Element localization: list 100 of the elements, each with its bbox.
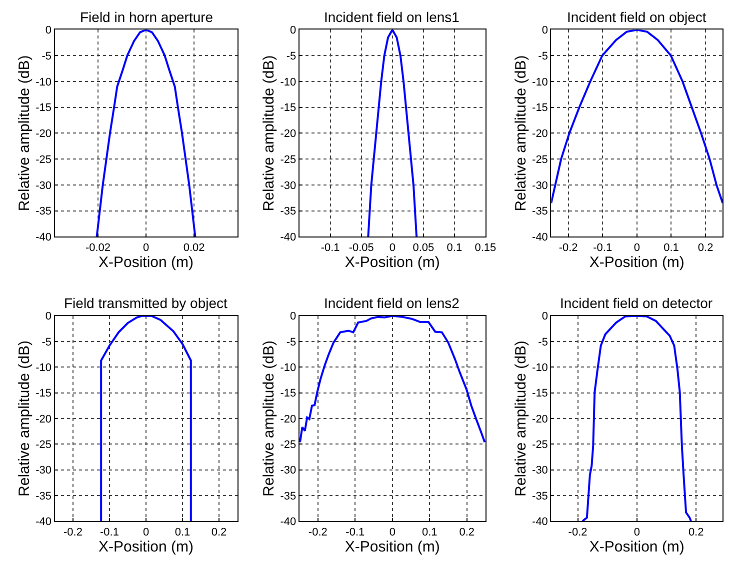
y-tick-label: -15 xyxy=(280,102,296,114)
y-tick-label: -40 xyxy=(36,516,52,528)
y-tick-label: -10 xyxy=(36,76,52,88)
y-tick-label: -25 xyxy=(36,154,52,166)
x-axis-title: X-Position (m) xyxy=(98,254,194,271)
y-tick-label: 0 xyxy=(290,24,296,37)
x-axis-title: X-Position (m) xyxy=(344,254,440,271)
x-tick-label: 0.1 xyxy=(446,242,462,254)
line-series xyxy=(367,30,418,237)
y-axis-title: Relative amplitude (dB) xyxy=(260,55,278,212)
y-tick-label: -35 xyxy=(532,490,548,502)
x-tick-label: -0.1 xyxy=(320,242,340,254)
y-tick-label: -10 xyxy=(532,76,548,88)
x-tick-label: -0.1 xyxy=(593,242,612,254)
y-tick-label: -20 xyxy=(36,128,52,140)
x-tick-label: 0.1 xyxy=(174,526,190,538)
chart-title: Incident field on lens2 xyxy=(324,295,460,311)
chart-title: Incident field on lens1 xyxy=(324,9,460,25)
y-tick-label: -40 xyxy=(280,232,296,244)
x-tick-label: 0 xyxy=(634,242,640,254)
x-tick-label: 0 xyxy=(634,526,640,538)
y-axis-title: Relative amplitude (dB) xyxy=(512,340,530,496)
y-tick-label: 0 xyxy=(45,310,52,323)
line-series xyxy=(96,30,196,237)
y-tick-label: -35 xyxy=(36,490,52,502)
y-tick-label: 0 xyxy=(542,310,548,323)
x-tick-label: 0 xyxy=(142,242,150,254)
y-axis-title: Relative amplitude (dB) xyxy=(16,340,33,496)
x-tick-label: 0.1 xyxy=(422,526,438,538)
y-tick-label: -10 xyxy=(36,362,52,374)
line-series xyxy=(551,30,723,204)
y-tick-label: -40 xyxy=(532,516,548,528)
y-tick-label: -30 xyxy=(36,464,52,477)
x-tick-label: 0.05 xyxy=(412,242,434,254)
y-tick-label: -35 xyxy=(280,490,296,502)
y-tick-label: -5 xyxy=(42,50,52,62)
x-tick-label: 0.15 xyxy=(474,242,496,254)
y-tick-label: -20 xyxy=(36,413,52,426)
y-tick-label: -10 xyxy=(280,362,296,374)
line-series xyxy=(582,316,692,522)
y-tick-label: -10 xyxy=(532,362,548,374)
x-tick-label: 0.02 xyxy=(183,242,205,254)
y-tick-label: -30 xyxy=(280,464,296,477)
y-tick-label: -25 xyxy=(280,439,296,452)
y-tick-label: -25 xyxy=(36,439,52,452)
y-tick-label: -15 xyxy=(532,102,548,114)
chart-title: Field transmitted by object xyxy=(64,295,228,311)
x-tick-label: -0.1 xyxy=(100,526,119,538)
y-tick-label: -15 xyxy=(36,388,52,400)
y-tick-label: -20 xyxy=(280,128,296,140)
y-tick-label: -35 xyxy=(532,206,548,218)
y-tick-label: -15 xyxy=(532,388,548,400)
y-tick-label: -20 xyxy=(532,413,548,426)
x-tick-label: 0 xyxy=(142,526,150,538)
y-tick-label: -40 xyxy=(280,516,296,528)
x-tick-label: 0.2 xyxy=(698,242,714,254)
y-tick-label: -30 xyxy=(532,464,548,477)
y-axis-title: Relative amplitude (dB) xyxy=(16,55,33,212)
y-tick-label: -40 xyxy=(36,232,52,244)
x-tick-label: -0.1 xyxy=(346,526,365,538)
y-tick-label: -5 xyxy=(42,336,52,348)
y-axis-title: Relative amplitude (dB) xyxy=(260,340,278,496)
y-tick-label: -25 xyxy=(532,439,548,452)
y-tick-label: -35 xyxy=(36,206,52,218)
y-tick-label: -25 xyxy=(532,154,548,166)
x-axis-title: X-Position (m) xyxy=(589,538,684,556)
y-tick-label: -15 xyxy=(36,102,52,114)
y-axis-title: Relative amplitude (dB) xyxy=(512,55,530,212)
x-tick-label: 0.2 xyxy=(459,526,474,538)
y-tick-label: -5 xyxy=(286,50,296,62)
chart-title: Incident field on object xyxy=(567,9,706,25)
x-tick-label: 0 xyxy=(389,242,396,254)
y-tick-label: -35 xyxy=(280,206,296,218)
x-tick-label: -0.2 xyxy=(64,526,82,538)
x-tick-label: 0.2 xyxy=(211,526,227,538)
y-tick-label: 0 xyxy=(45,24,52,37)
y-tick-label: 0 xyxy=(290,310,296,323)
x-axis-title: X-Position (m) xyxy=(344,538,440,556)
y-tick-label: -15 xyxy=(280,388,296,400)
x-tick-label: 0.1 xyxy=(664,242,679,254)
line-series xyxy=(299,316,486,444)
y-tick-label: -30 xyxy=(280,180,296,192)
x-tick-label: 0 xyxy=(389,526,396,538)
line-series xyxy=(100,316,192,522)
y-tick-label: -5 xyxy=(538,336,548,348)
y-tick-label: -5 xyxy=(538,50,548,62)
x-axis-title: X-Position (m) xyxy=(589,254,684,271)
x-tick-label: -0.2 xyxy=(558,242,578,254)
y-tick-label: -10 xyxy=(280,76,296,88)
y-tick-label: -40 xyxy=(532,232,548,244)
x-tick-label: -0.2 xyxy=(568,526,588,538)
y-tick-label: 0 xyxy=(542,24,548,37)
y-tick-label: -30 xyxy=(532,180,548,192)
x-tick-label: -0.05 xyxy=(348,242,374,254)
y-tick-label: -30 xyxy=(36,180,52,192)
y-tick-label: -5 xyxy=(286,336,296,348)
y-tick-label: -20 xyxy=(532,128,548,140)
x-tick-label: -0.02 xyxy=(85,242,111,254)
chart-title: Field in horn aperture xyxy=(80,9,214,25)
y-tick-label: -25 xyxy=(280,154,296,166)
